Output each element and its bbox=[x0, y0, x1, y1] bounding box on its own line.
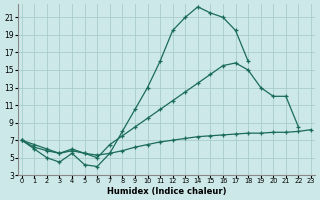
X-axis label: Humidex (Indice chaleur): Humidex (Indice chaleur) bbox=[107, 187, 226, 196]
